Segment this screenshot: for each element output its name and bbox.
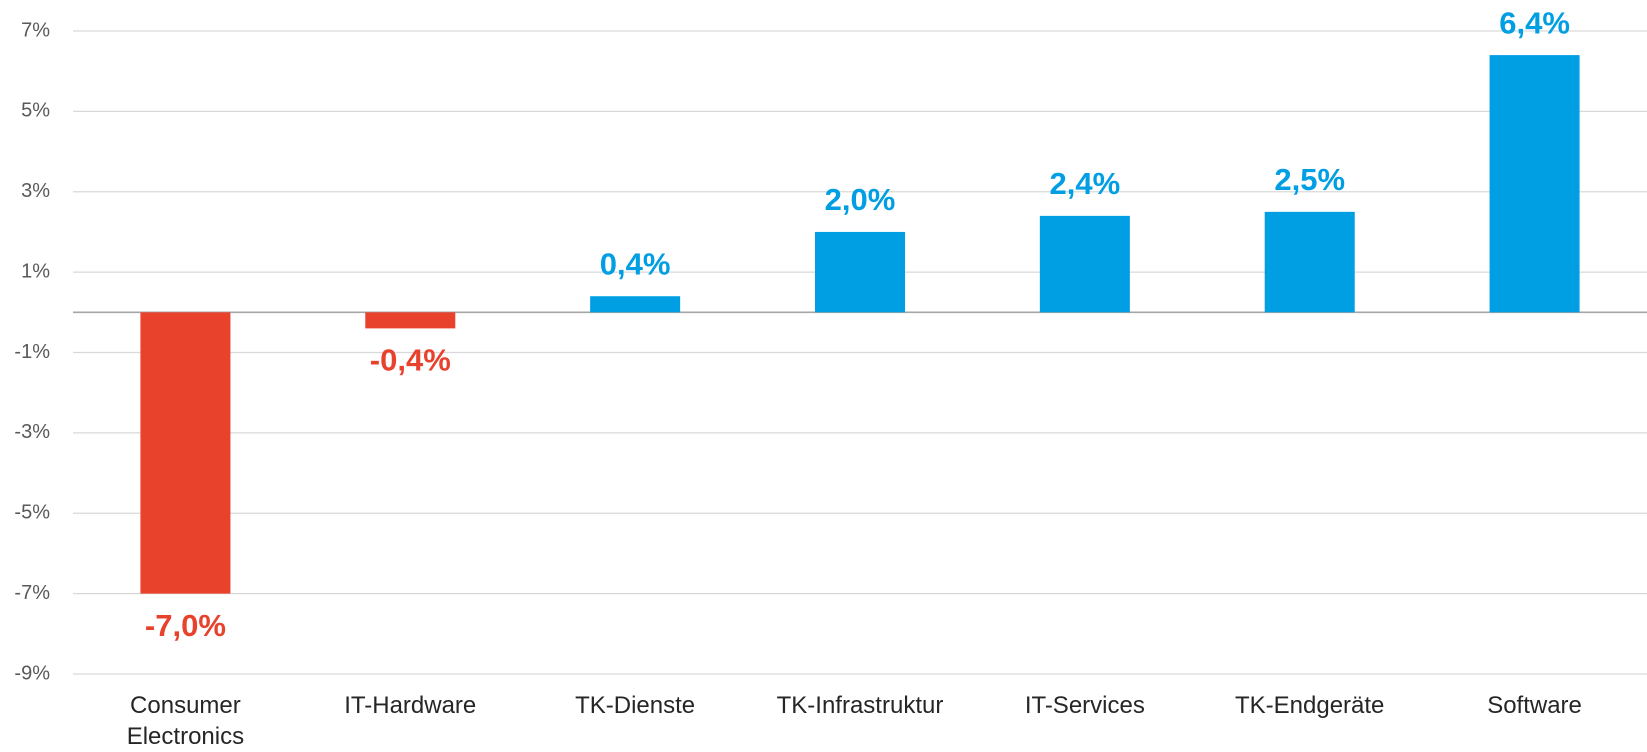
data-label: 2,5%: [1274, 162, 1345, 197]
y-tick-label: -7%: [14, 582, 50, 604]
bar: [590, 296, 681, 313]
data-label: -7,0%: [145, 608, 226, 643]
y-tick-label: -1%: [14, 341, 50, 363]
x-tick-label: TK-Endgeräte: [1234, 692, 1385, 719]
bar: [1039, 215, 1130, 313]
x-tick-label: Consumer Electronics: [126, 692, 245, 750]
x-tick-label: IT-Services: [1024, 692, 1145, 719]
data-label: 2,0%: [825, 182, 896, 217]
x-tick-label: IT-Hardware: [344, 692, 477, 719]
x-tick-label: TK-Infrastruktur: [776, 692, 944, 719]
y-tick-label: 7%: [21, 19, 50, 41]
x-tick-label: Software: [1487, 692, 1582, 719]
y-tick-label: -9%: [14, 662, 50, 684]
data-label: 2,4%: [1050, 166, 1121, 201]
y-tick-label: -5%: [14, 502, 50, 524]
bar: [1264, 211, 1355, 313]
data-label: -0,4%: [370, 343, 451, 378]
y-tick-label: -3%: [14, 421, 50, 443]
bar: [365, 312, 456, 329]
data-label: 0,4%: [600, 246, 671, 281]
data-label: 6,4%: [1499, 5, 1570, 40]
y-tick-label: 1%: [21, 260, 50, 282]
y-tick-label: 3%: [21, 180, 50, 202]
bar: [1489, 55, 1580, 313]
x-tick-label: TK-Dienste: [575, 692, 696, 719]
y-tick-label: 5%: [21, 100, 50, 122]
bar: [140, 312, 231, 594]
bar: [815, 231, 905, 313]
